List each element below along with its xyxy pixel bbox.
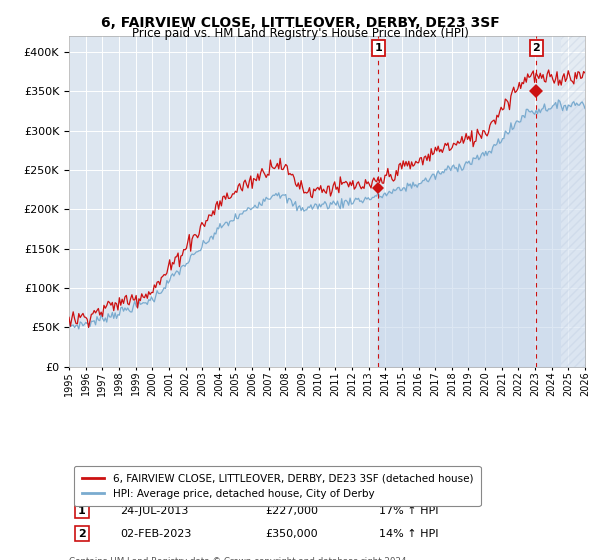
Text: 17% ↑ HPI: 17% ↑ HPI: [379, 506, 438, 516]
Text: 2: 2: [78, 529, 86, 539]
Text: £227,000: £227,000: [265, 506, 318, 516]
Text: 02-FEB-2023: 02-FEB-2023: [121, 529, 192, 539]
Text: £350,000: £350,000: [265, 529, 318, 539]
Text: Price paid vs. HM Land Registry's House Price Index (HPI): Price paid vs. HM Land Registry's House …: [131, 27, 469, 40]
Text: 1: 1: [374, 43, 382, 53]
Text: Contains HM Land Registry data © Crown copyright and database right 2024.
This d: Contains HM Land Registry data © Crown c…: [69, 557, 409, 560]
Text: 14% ↑ HPI: 14% ↑ HPI: [379, 529, 438, 539]
Text: 2: 2: [533, 43, 540, 53]
Text: 1: 1: [78, 506, 86, 516]
Text: 6, FAIRVIEW CLOSE, LITTLEOVER, DERBY, DE23 3SF: 6, FAIRVIEW CLOSE, LITTLEOVER, DERBY, DE…: [101, 16, 499, 30]
Legend: 6, FAIRVIEW CLOSE, LITTLEOVER, DERBY, DE23 3SF (detached house), HPI: Average pr: 6, FAIRVIEW CLOSE, LITTLEOVER, DERBY, DE…: [74, 466, 481, 506]
Text: 24-JUL-2013: 24-JUL-2013: [121, 506, 189, 516]
